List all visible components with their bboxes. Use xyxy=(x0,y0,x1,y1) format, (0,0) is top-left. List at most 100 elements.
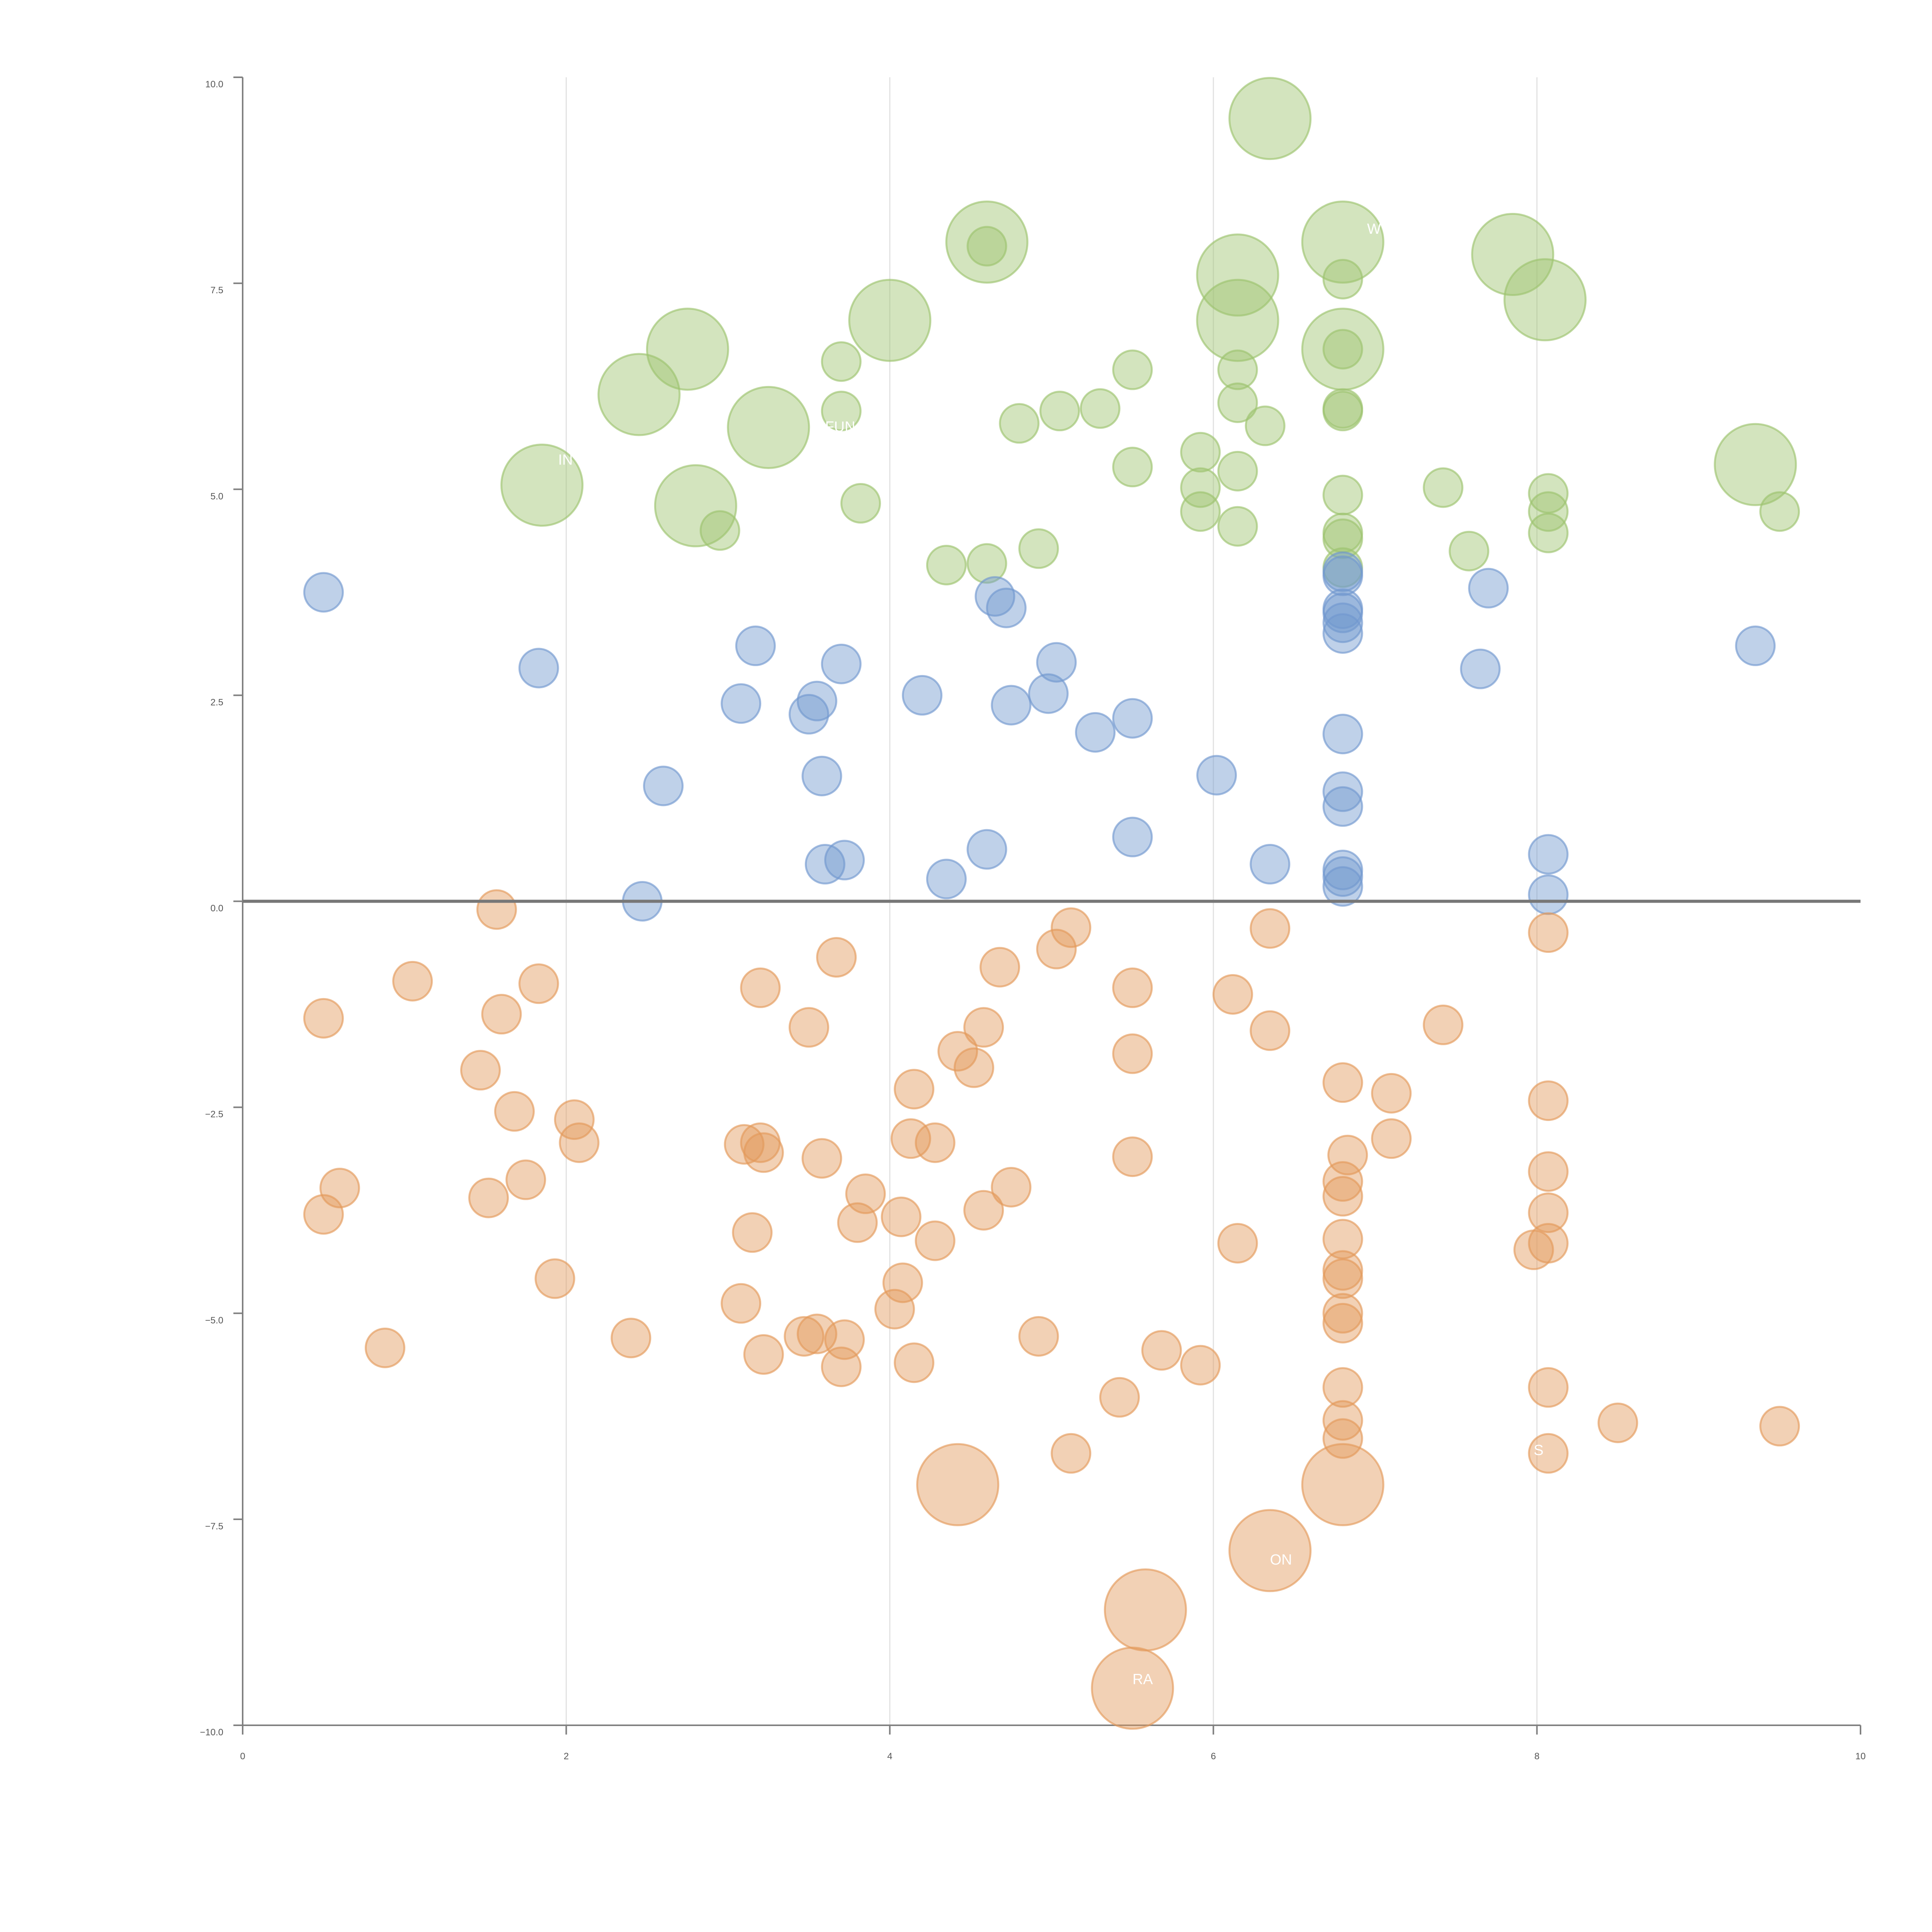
orange-point xyxy=(1327,1134,1368,1175)
blue-point xyxy=(1460,648,1501,689)
green-point xyxy=(1301,201,1384,284)
orange-point xyxy=(845,1173,886,1214)
x-tick-label: 4 xyxy=(887,1751,892,1762)
orange-point xyxy=(1528,1151,1569,1192)
orange-point xyxy=(1322,1367,1363,1408)
green-point xyxy=(1196,233,1279,317)
x-tick-label: 6 xyxy=(1211,1751,1216,1762)
orange-point xyxy=(468,1177,509,1218)
orange-point xyxy=(1091,1646,1174,1730)
green-point xyxy=(848,279,932,362)
green-point xyxy=(1217,349,1258,390)
green-point xyxy=(1322,259,1363,299)
green-point xyxy=(1196,279,1279,362)
orange-point xyxy=(518,963,559,1004)
orange-point xyxy=(1322,1062,1363,1103)
annotation-label: RA xyxy=(1133,1671,1153,1687)
orange-point xyxy=(937,1031,978,1072)
blue-point xyxy=(824,840,865,881)
green-point xyxy=(1039,391,1080,432)
blue-point xyxy=(1735,625,1776,666)
blue-point xyxy=(1112,698,1153,739)
orange-point xyxy=(801,1138,842,1179)
data-points xyxy=(303,77,1800,1730)
green-point xyxy=(821,391,862,432)
blue-point xyxy=(926,859,967,900)
blue-point xyxy=(1036,642,1077,683)
y-tick-label: −7.5 xyxy=(205,1521,223,1532)
orange-point xyxy=(303,1194,344,1235)
orange-point xyxy=(1018,1316,1059,1357)
orange-point xyxy=(1036,929,1077,969)
orange-point xyxy=(494,1091,535,1132)
orange-point xyxy=(1051,1433,1092,1474)
annotation-labels: W IN FUN ON RA S xyxy=(558,221,1543,1687)
blue-point xyxy=(303,572,344,613)
orange-point xyxy=(364,1327,405,1368)
blue-point xyxy=(986,587,1027,628)
orange-point xyxy=(1322,1418,1363,1459)
orange-point xyxy=(1212,974,1253,1015)
orange-point xyxy=(1104,1568,1187,1651)
green-point xyxy=(699,510,740,551)
x-tick-label: 10 xyxy=(1855,1751,1866,1762)
green-point xyxy=(1503,258,1587,342)
green-point xyxy=(1112,447,1153,488)
orange-point xyxy=(1322,1250,1363,1291)
orange-point xyxy=(1180,1345,1221,1386)
orange-point xyxy=(1322,1303,1363,1344)
green-point xyxy=(926,544,967,585)
orange-point xyxy=(476,889,517,930)
green-point xyxy=(821,341,862,382)
blue-point xyxy=(1075,712,1116,753)
blue-point xyxy=(1322,856,1363,897)
orange-point xyxy=(882,1262,923,1303)
green-point xyxy=(1217,506,1258,547)
green-point xyxy=(1217,451,1258,492)
green-point xyxy=(1180,432,1221,473)
orange-point xyxy=(1099,1377,1140,1418)
orange-point xyxy=(788,1007,829,1048)
orange-point xyxy=(1141,1330,1182,1371)
green-point xyxy=(1228,77,1312,160)
green-point xyxy=(1180,467,1221,508)
orange-point xyxy=(721,1283,762,1324)
blue-point xyxy=(966,829,1007,870)
orange-point xyxy=(1322,1161,1363,1202)
orange-point xyxy=(743,1132,784,1173)
blue-point xyxy=(1322,592,1363,633)
y-tick-label: 0.0 xyxy=(211,903,223,914)
orange-point xyxy=(732,1212,773,1253)
orange-point xyxy=(1250,908,1291,949)
orange-point xyxy=(796,1313,837,1354)
orange-point xyxy=(1322,1176,1363,1217)
orange-point xyxy=(460,1050,501,1091)
orange-point xyxy=(821,1346,862,1387)
green-point xyxy=(1180,491,1221,532)
orange-point xyxy=(916,1443,1000,1526)
blue-point xyxy=(991,685,1032,726)
green-point xyxy=(966,543,1007,584)
blue-point xyxy=(1196,755,1237,796)
orange-point xyxy=(1528,1080,1569,1121)
orange-point xyxy=(874,1289,915,1330)
orange-point xyxy=(954,1047,995,1088)
x-tick-label: 2 xyxy=(564,1751,569,1762)
blue-point xyxy=(1028,673,1069,714)
y-tick-label: 7.5 xyxy=(211,285,223,296)
green-point xyxy=(1245,405,1286,446)
blue-point xyxy=(1322,786,1363,827)
orange-point xyxy=(816,937,857,978)
y-tick-label: −10.0 xyxy=(200,1727,223,1738)
orange-point xyxy=(559,1122,600,1163)
blue-point xyxy=(1322,866,1363,907)
orange-point xyxy=(1759,1406,1800,1447)
orange-point xyxy=(980,947,1020,988)
blue-point xyxy=(821,643,862,684)
blue-point xyxy=(1322,602,1363,643)
green-point xyxy=(1322,518,1363,559)
green-point xyxy=(1080,388,1121,429)
blue-point xyxy=(518,648,559,689)
blue-point xyxy=(801,755,842,796)
